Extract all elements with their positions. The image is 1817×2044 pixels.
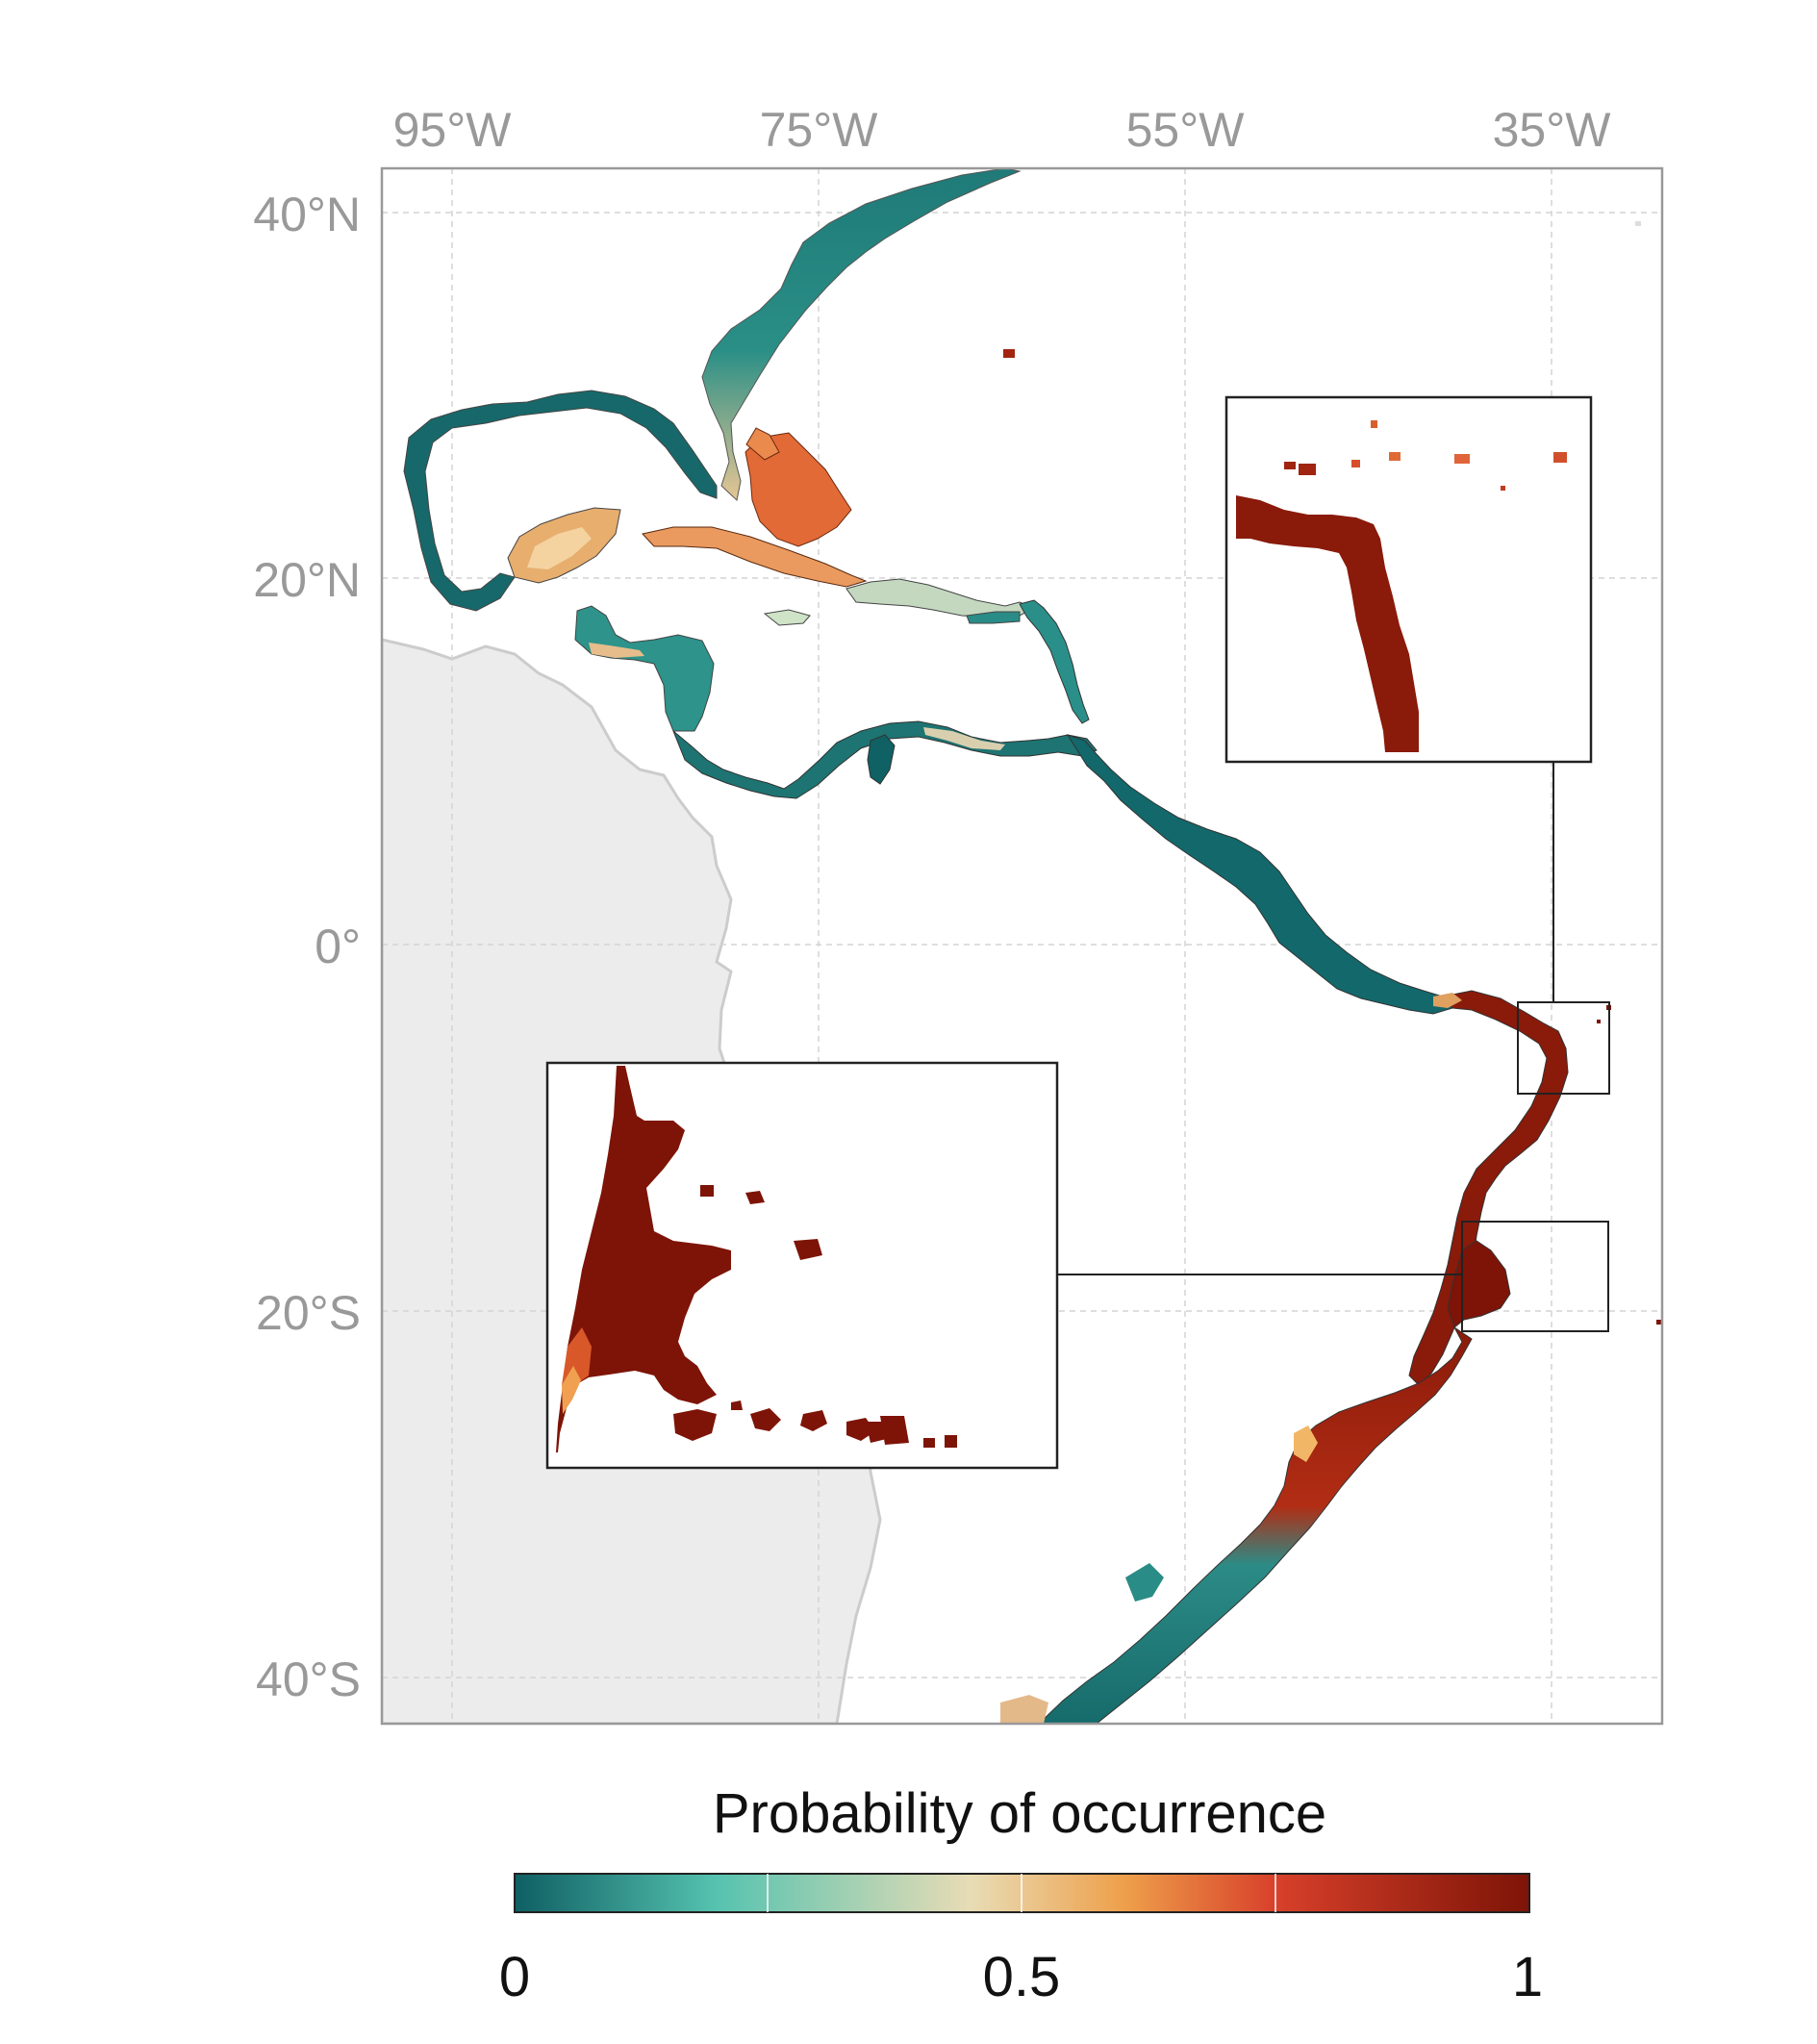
lon-tick-label: 95°W (393, 103, 513, 157)
trindade-island (1656, 1320, 1661, 1325)
atoll-das-rocas (1597, 1020, 1601, 1023)
central-america-shelf (574, 605, 715, 732)
inset-coastline-shelf (1236, 495, 1419, 752)
lat-tick-label: 20°N (253, 553, 361, 607)
abrolhos-inset-yellow-edge (562, 1366, 581, 1414)
abrolhos-inset-shelf (556, 1066, 731, 1452)
lat-tick-label: 0° (315, 920, 361, 973)
abrolhos-locator (1461, 1221, 1609, 1332)
legend-tick-label: 1 (1512, 1946, 1543, 2008)
nicaragua-bank (589, 643, 644, 658)
ne-brazil-transition (1433, 993, 1462, 1008)
lesser-antilles (1019, 599, 1090, 724)
legend: Probability of occurrence 0 0.5 1 (499, 1782, 1543, 2008)
abrolhos-inset-reefs (673, 1185, 957, 1448)
lat-tick-label: 20°S (256, 1286, 361, 1340)
legend-title: Probability of occurrence (713, 1782, 1326, 1845)
legend-tick-label: 0.5 (983, 1946, 1061, 2008)
lon-tick-label: 55°W (1126, 103, 1246, 157)
abrolhos-inset (545, 1061, 1059, 1470)
inset-island (1371, 420, 1377, 428)
uruguay-shelf-highlight (1000, 1695, 1048, 1724)
cuba-shelf (642, 526, 868, 588)
inset-island (1351, 460, 1360, 467)
latitude-axis: 40°N 20°N 0° 20°S 40°S (253, 188, 361, 1706)
northeast-brazil-inset (1224, 395, 1593, 764)
inset-island (1284, 462, 1296, 469)
bahamas-north-bank (745, 427, 780, 461)
trinidad-shelf (867, 734, 896, 785)
jamaica-bank (763, 609, 811, 626)
lon-tick-label: 35°W (1493, 103, 1612, 157)
legend-tick-label: 0 (499, 1946, 530, 2008)
lat-tick-label: 40°S (256, 1653, 361, 1706)
map-frame (380, 166, 1664, 1726)
rio-grande-shelf (1125, 1563, 1164, 1602)
south-caribbean-coast (672, 720, 1098, 799)
longitude-axis: 95°W 75°W 55°W 35°W (393, 103, 1612, 157)
us-east-coast-shelf (701, 168, 1022, 501)
gulf-of-mexico-shelf (403, 390, 718, 612)
abrolhos-bank (1447, 1240, 1511, 1328)
northeast-brazil-locator (1517, 1001, 1610, 1095)
inset-island (1553, 452, 1567, 463)
puerto-rico-shelf (966, 611, 1021, 624)
bahamas-banks (744, 432, 852, 547)
inset-island (1454, 454, 1470, 464)
inset-locators (1058, 762, 1610, 1332)
northeast-brazil-shelf (1408, 990, 1569, 1386)
yucatan-bank-highlight (527, 527, 592, 569)
azores-shelf (1635, 221, 1641, 226)
southeast-brazil-shelf (1038, 1326, 1473, 1724)
lat-tick-label: 40°N (253, 188, 361, 241)
inset-island (1389, 452, 1401, 461)
bermuda-shelf (1003, 349, 1015, 358)
lon-tick-label: 75°W (760, 103, 879, 157)
santos-bank-highlight (1294, 1426, 1318, 1462)
venezuela-shelf-highlight (923, 727, 1005, 750)
inset-island (1501, 486, 1505, 491)
inset-island (1299, 464, 1316, 475)
